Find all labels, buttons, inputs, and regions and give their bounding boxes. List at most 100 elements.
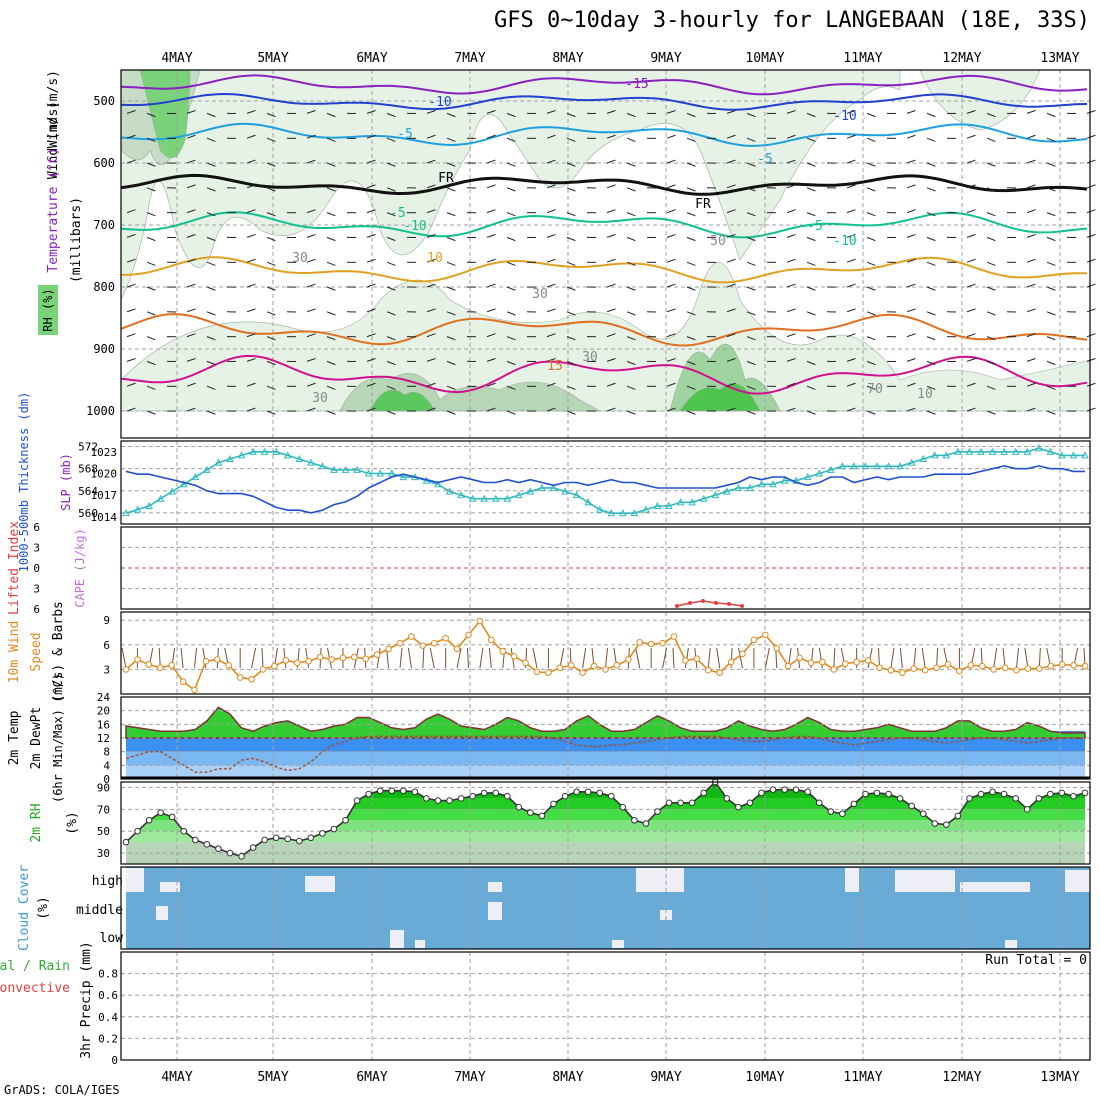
slp-line-point <box>214 458 223 466</box>
rh2m-line-point <box>376 787 384 795</box>
wind-barb <box>146 236 156 242</box>
wind-axis-label: Wind (m/s) <box>46 70 61 148</box>
wind10-line-point <box>819 658 826 666</box>
rh2m-line-point <box>434 797 442 804</box>
rh2m-line-point <box>815 799 823 807</box>
cloud-gap <box>845 868 859 892</box>
wind-barb <box>326 360 336 366</box>
wind-barb <box>1046 385 1056 390</box>
wind10-line-point <box>373 651 381 658</box>
wind-barb <box>306 109 316 114</box>
rh2m-line-point <box>319 830 326 837</box>
wind-barb <box>486 159 496 164</box>
cloud-gap <box>660 910 672 920</box>
panel-frame <box>120 69 1091 439</box>
wind-barb <box>986 187 996 192</box>
wind-barb <box>626 286 636 291</box>
wind-barb <box>966 407 976 412</box>
cloud-gap <box>1065 870 1090 892</box>
wind-barb <box>426 109 436 114</box>
wind-barb <box>726 357 736 362</box>
wind-barb <box>686 236 696 242</box>
credit-text: GrADS: COLA/IGES <box>4 1083 120 1097</box>
wind-barb <box>486 109 496 114</box>
wind-barb <box>126 134 136 139</box>
wind-barb <box>306 233 316 238</box>
wind-barb <box>266 360 276 366</box>
wind10-line-point <box>636 639 644 646</box>
day-label-bottom: 7MAY <box>454 1070 485 1085</box>
wind-barb <box>786 333 796 338</box>
rh2m-line-point <box>492 789 500 797</box>
rh2m-line-point <box>296 837 303 845</box>
slp-line-point <box>237 451 246 459</box>
wind10-barb <box>305 647 310 669</box>
wind-barb <box>566 286 576 291</box>
wind-barb <box>446 385 456 390</box>
wind-barb <box>246 258 256 263</box>
wind-barb <box>906 333 916 338</box>
rh-axis-label: RH (%) <box>41 288 55 331</box>
temp2m-tick: 4 <box>103 759 110 772</box>
rh2m-line-point <box>631 816 638 824</box>
wind-barb <box>626 261 636 266</box>
wind10-barb <box>582 647 587 669</box>
wind-barb <box>746 212 756 217</box>
wind10-barb <box>921 647 926 669</box>
wind-barb <box>806 236 816 242</box>
wind-barb <box>506 187 516 192</box>
wind-barb <box>126 283 136 288</box>
wind-barb <box>966 283 976 288</box>
wind10-line-point <box>545 669 552 676</box>
wind-barb <box>906 382 916 387</box>
wind10-line-point <box>910 665 918 672</box>
wind10-line-point <box>899 669 906 676</box>
wind-barb <box>726 308 736 313</box>
wind10-line-point <box>556 664 564 672</box>
wind-barb <box>446 112 456 118</box>
wind-barb <box>246 109 256 114</box>
slp-line-point <box>272 447 281 455</box>
wind-barb <box>446 162 456 167</box>
rh-shading <box>120 262 1091 412</box>
wind-barb <box>866 187 876 192</box>
wind-barb <box>786 233 796 238</box>
slp-line-point <box>1069 451 1078 459</box>
wind10-line-point <box>191 686 198 694</box>
wind10-barb <box>407 647 412 669</box>
wind-barb <box>986 162 996 167</box>
wind-barb <box>746 261 756 266</box>
wind-barb <box>126 159 136 164</box>
dewpt2m-line <box>125 735 1085 773</box>
wind-axis-label: Wind (m/s) <box>46 101 61 179</box>
wind-barb <box>806 410 816 415</box>
wind10-line-point <box>1047 662 1055 670</box>
wind-barb <box>306 209 316 214</box>
slp-line-point <box>618 509 627 517</box>
wind-barb <box>1086 308 1096 313</box>
wind10-line-point <box>316 653 324 661</box>
wind-barb <box>266 137 276 142</box>
slp-line-point <box>515 491 523 499</box>
cloud-units-label: (%) <box>36 896 51 919</box>
wind-barb <box>186 357 196 362</box>
wind10-line-point <box>134 656 141 663</box>
day-label-bottom: 13MAY <box>1040 1070 1079 1085</box>
wind-barb <box>186 308 196 313</box>
wind-barb <box>146 162 156 167</box>
slp-line-point <box>145 501 153 509</box>
rh2m-line-point <box>226 849 234 857</box>
wind-barb <box>366 333 376 338</box>
wind-barb <box>846 258 856 263</box>
rh2m-line-point <box>192 836 199 844</box>
wind-barb <box>206 385 216 390</box>
slp-line-point <box>965 447 974 455</box>
day-label-bottom: 12MAY <box>942 1070 981 1085</box>
wind-barb <box>606 109 616 114</box>
slp-line-point <box>1058 451 1066 459</box>
wind-barb <box>606 407 616 412</box>
wind10-barb <box>716 647 721 669</box>
wind-barb <box>846 283 856 288</box>
wind-barb <box>786 159 796 164</box>
wind10-line-point <box>271 662 278 670</box>
